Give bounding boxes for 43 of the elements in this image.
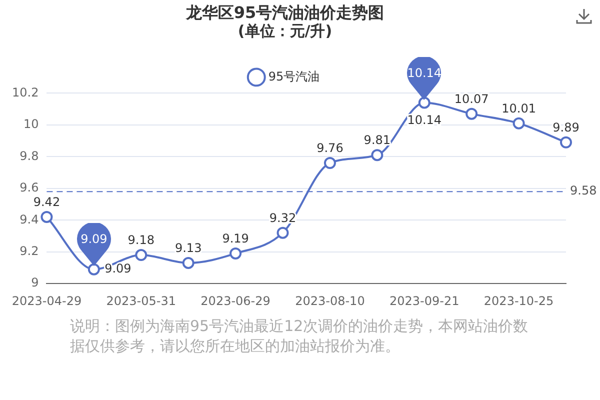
point [512, 117, 525, 130]
text: 说明：图例为海南95号汽油最近12次调价的油价走势，本网站油价数据仅供参考，请以您所在地区的加油站报价为准。 [70, 316, 530, 356]
data-label: 10.07 [454, 92, 489, 106]
ref-line-label: 9.58 [570, 184, 597, 198]
data-label: 9.81 [364, 133, 391, 148]
data-label: 9.19 [222, 232, 249, 246]
y-tick-label: 10.2 [12, 85, 39, 100]
data-label: 9.89 [552, 120, 580, 135]
y-tick-label: 9.2 [20, 244, 39, 258]
data-label: 10.01 [502, 101, 536, 116]
annotation: 9.09 [80, 232, 108, 246]
point [324, 157, 336, 170]
x-tick-label: 2023-05-31 [106, 294, 176, 308]
x-tick-label: 2023-08-10 [295, 294, 365, 308]
data-label: 10.14 [407, 112, 442, 127]
chart-subtitle: (单位：元/升) [238, 22, 332, 40]
point [371, 149, 384, 162]
point [560, 136, 572, 148]
x-tick-label: 2023-06-29 [200, 294, 270, 308]
x-tick-label: 2023-10-25 [484, 294, 554, 308]
annotation: 10.14 [406, 66, 443, 80]
x-tick-label: 2023-04-29 [12, 294, 82, 308]
data-label: 9.42 [33, 195, 60, 210]
point [182, 256, 194, 269]
y-tick-label: 9.8 [20, 148, 39, 163]
point [230, 247, 242, 260]
legend-label: 95号汽油 [268, 69, 320, 84]
point [135, 249, 148, 262]
y-tick-label: 10 [23, 117, 39, 132]
chart-title: 龙华区95号汽油油价走势图 [184, 2, 384, 22]
point [418, 96, 430, 109]
point [466, 108, 478, 120]
y-tick-label: 9.4 [20, 212, 39, 226]
point [88, 263, 100, 276]
data-label: 9.76 [316, 141, 344, 156]
data-label: 9.13 [174, 241, 202, 256]
data-label: 9.09 [104, 261, 132, 276]
data-label: 9.18 [128, 233, 154, 248]
y-tick-label: 9 [31, 276, 39, 290]
point [40, 210, 53, 223]
point [276, 226, 289, 239]
y-tick-label: 9.6 [20, 180, 39, 195]
x-tick-label: 2023-09-21 [390, 294, 460, 308]
